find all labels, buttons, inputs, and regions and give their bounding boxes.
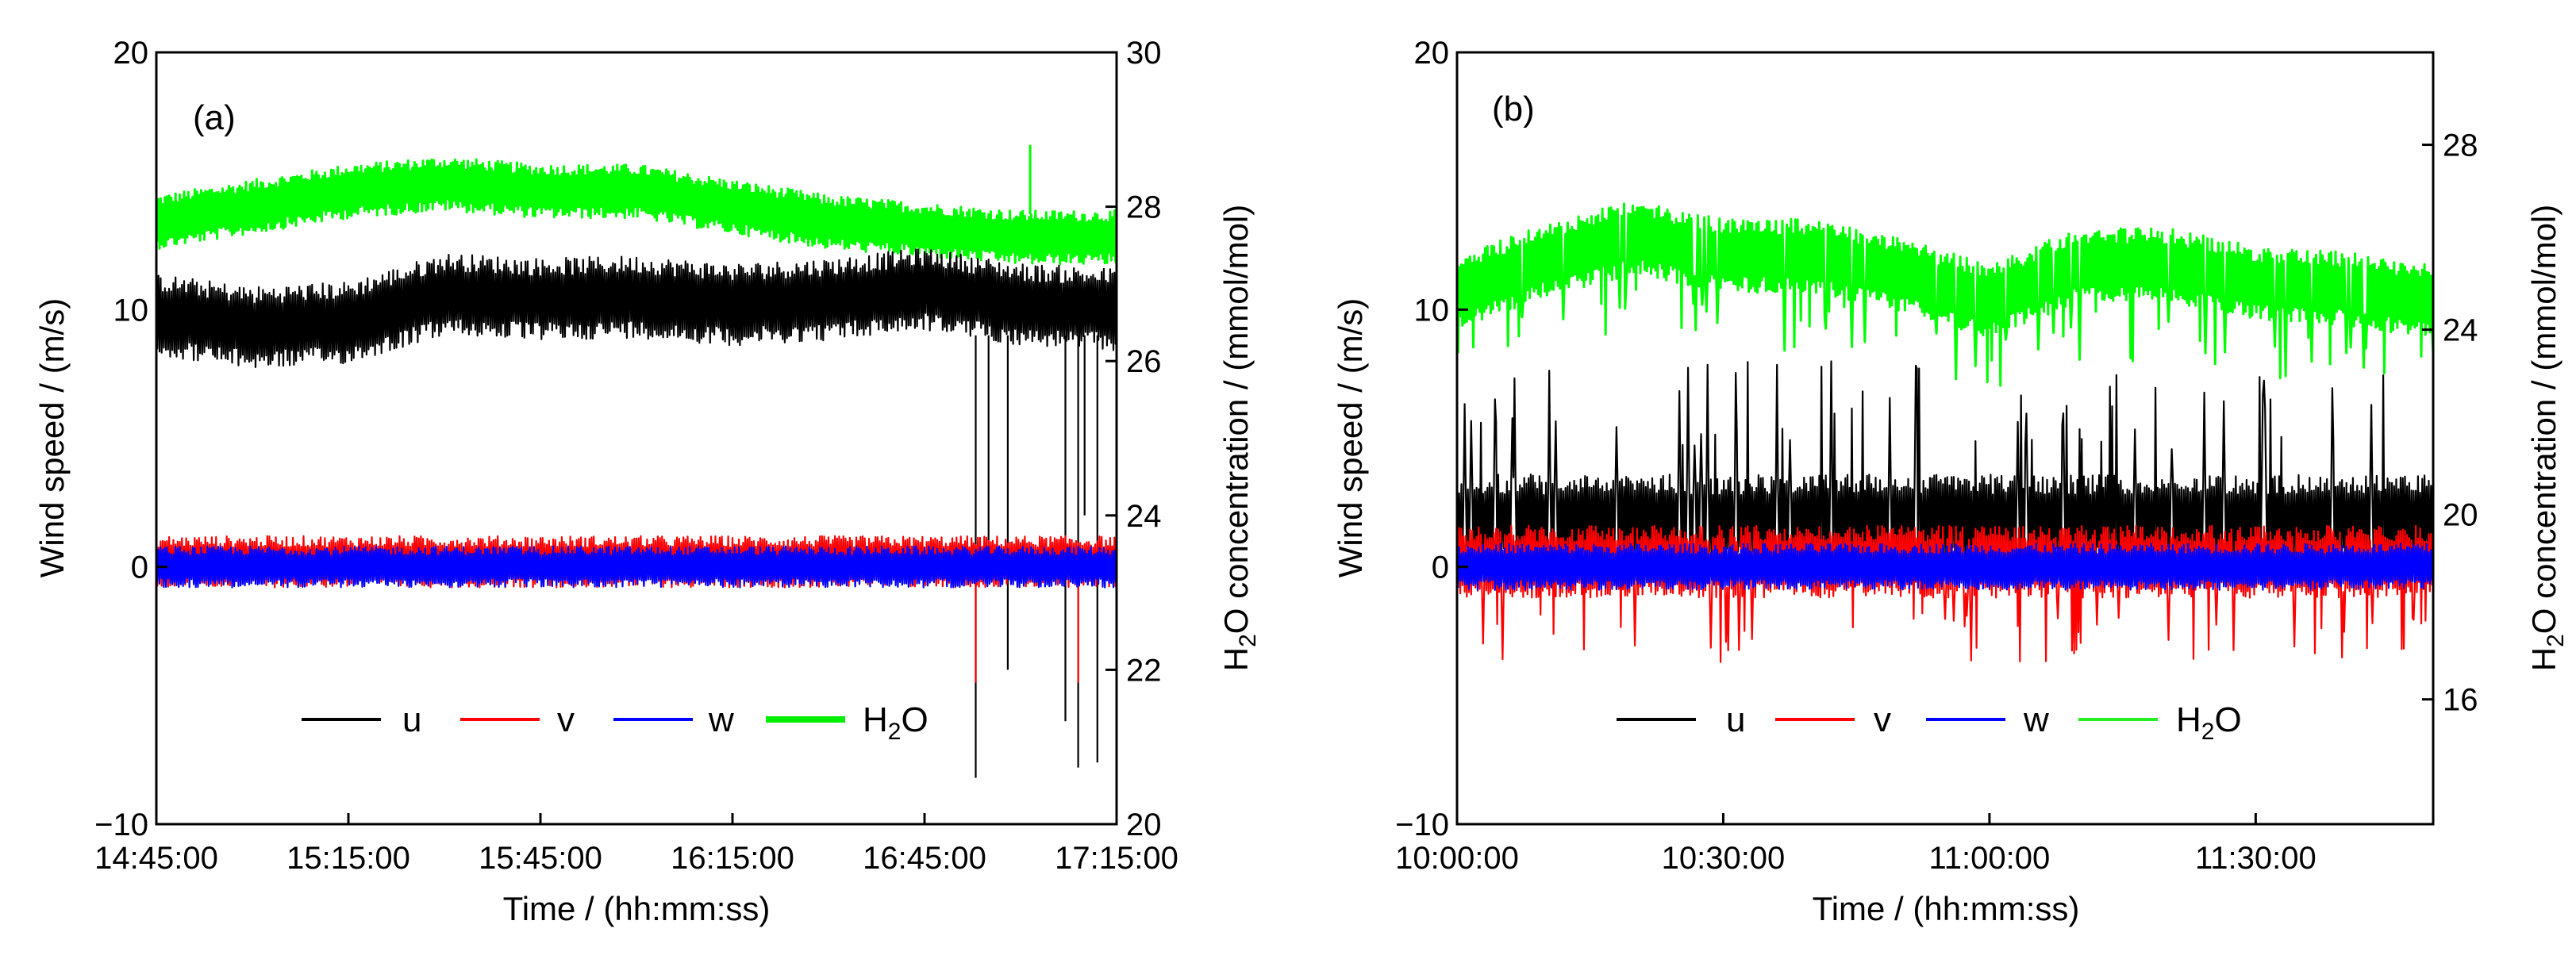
x-tick-label-b: 11:00:00: [1929, 841, 2051, 876]
x-tick-label-b: 11:30:00: [2195, 841, 2316, 876]
y-tick-label-b: 0: [1432, 550, 1449, 585]
x-ticks-a: 14:45:00 15:15:00 15:45:00 16:15:00 16:45:00…: [94, 813, 1178, 876]
series-line-b-v: [1455, 524, 2435, 663]
y2-label-a-sub: 2: [1235, 634, 1261, 647]
x-tick-label-b: 10:30:00: [1662, 841, 1786, 876]
y-tick-label-b: −10: [1395, 807, 1449, 842]
y2-label-a-part1: H: [1217, 647, 1255, 671]
x-tick-label-a: 16:15:00: [671, 841, 794, 876]
y2-tick-label-a: 26: [1126, 344, 1162, 379]
series-line-b-w: [1455, 543, 2435, 591]
y2-axis-label-a: H2O concentration / (mmol/mol): [1217, 205, 1261, 672]
y2-tick-label-a: 20: [1126, 807, 1162, 842]
y2-label-a-part2: O concentration / (mmol/mol): [1217, 205, 1255, 635]
y2-tick-label-b: 20: [2443, 498, 2478, 533]
legend-label-a-w: w: [708, 700, 734, 739]
legend-a: u v w H2O: [302, 700, 929, 745]
y-tick-label-b: 10: [1414, 293, 1450, 328]
y2-tick-label-b: 16: [2443, 683, 2478, 718]
y2-ticks-a: 20 22 24 26 28 30: [1105, 36, 1162, 842]
panel-label-a: (a): [193, 98, 236, 137]
y2-tick-label-b: 24: [2443, 313, 2478, 348]
legend-label-b-w: w: [2023, 700, 2049, 739]
legend-label-a-h2o: H2O: [863, 700, 929, 745]
y2-tick-label-a: 22: [1126, 653, 1162, 688]
y2-ticks-b: 16 20 24 28: [2422, 129, 2478, 718]
legend-b-h2o-part2: O: [2214, 700, 2241, 739]
y-tick-label-a: 0: [131, 550, 148, 585]
x-tick-label-a: 15:15:00: [286, 841, 410, 876]
legend-label-b-h2o: H2O: [2176, 700, 2242, 745]
legend-label-b-u: u: [1726, 700, 1745, 739]
y2-label-b-part2: O concentration / (mmol/mol): [2525, 205, 2563, 635]
y2-label-b-sub: 2: [2543, 634, 2569, 647]
x-tick-label-a: 16:45:00: [863, 841, 986, 876]
y-tick-label-b: 20: [1414, 36, 1450, 71]
y2-label-b-part1: H: [2525, 647, 2563, 671]
series-line-a-w: [155, 545, 1118, 589]
y-ticks-b: −10 0 10 20: [1395, 36, 1468, 842]
x-tick-label-a: 15:45:00: [479, 841, 602, 876]
legend-a-h2o-sub: 2: [888, 719, 902, 745]
legend-label-a-u: u: [402, 700, 421, 739]
x-tick-label-a: 14:45:00: [94, 841, 218, 876]
chart-panel-a: 14:45:00 15:15:00 15:45:00 16:15:00 16:45:00…: [33, 36, 1261, 927]
legend-a-h2o-part2: O: [901, 700, 928, 739]
y-axis-label-b: Wind speed / (m/s): [1332, 298, 1369, 577]
y2-tick-label-b: 28: [2443, 129, 2478, 163]
y-tick-label-a: 20: [113, 36, 149, 71]
x-tick-label-a: 17:15:00: [1055, 841, 1178, 876]
series-line-a-h2o: [155, 144, 1118, 266]
x-axis-label-a: Time / (hh:mm:ss): [503, 890, 771, 927]
panel-label-b: (b): [1492, 90, 1535, 129]
chart-panel-b: 10:00:00 10:30:00 11:00:00 11:30:00 −10 0 10 2…: [1332, 36, 2569, 927]
y-ticks-a: −10 0 10 20: [94, 36, 167, 842]
x-ticks-b: 10:00:00 10:30:00 11:00:00 11:30:00: [1395, 813, 2316, 876]
plot-frame-b: [1455, 51, 2435, 826]
y2-axis-label-b: H2O concentration / (mmol/mol): [2525, 205, 2569, 672]
series-line-b-h2o: [1455, 202, 2435, 387]
legend-label-b-v: v: [1874, 700, 1891, 739]
y2-tick-label-a: 30: [1126, 36, 1162, 71]
series-line-a-u: [155, 248, 1118, 778]
series-lines-a: [155, 144, 1118, 778]
legend-label-a-v: v: [557, 700, 575, 739]
plot-frame-a: [155, 51, 1118, 826]
y-tick-label-a: −10: [94, 807, 148, 842]
series-lines-b: [1455, 202, 2435, 663]
x-tick-label-b: 10:00:00: [1395, 841, 1519, 876]
legend-b-h2o-sub: 2: [2201, 719, 2215, 745]
series-line-b-u: [1455, 360, 2435, 568]
legend-a-h2o-part1: H: [863, 700, 888, 739]
x-axis-label-b: Time / (hh:mm:ss): [1813, 890, 2080, 927]
y-tick-label-a: 10: [113, 293, 149, 328]
y2-tick-label-a: 28: [1126, 190, 1162, 225]
legend-b: u v w H2O: [1617, 700, 2242, 745]
y-axis-label-a: Wind speed / (m/s): [33, 298, 71, 577]
series-line-a-v: [155, 535, 1118, 683]
legend-b-h2o-part1: H: [2176, 700, 2201, 739]
y2-tick-label-a: 24: [1126, 499, 1162, 534]
